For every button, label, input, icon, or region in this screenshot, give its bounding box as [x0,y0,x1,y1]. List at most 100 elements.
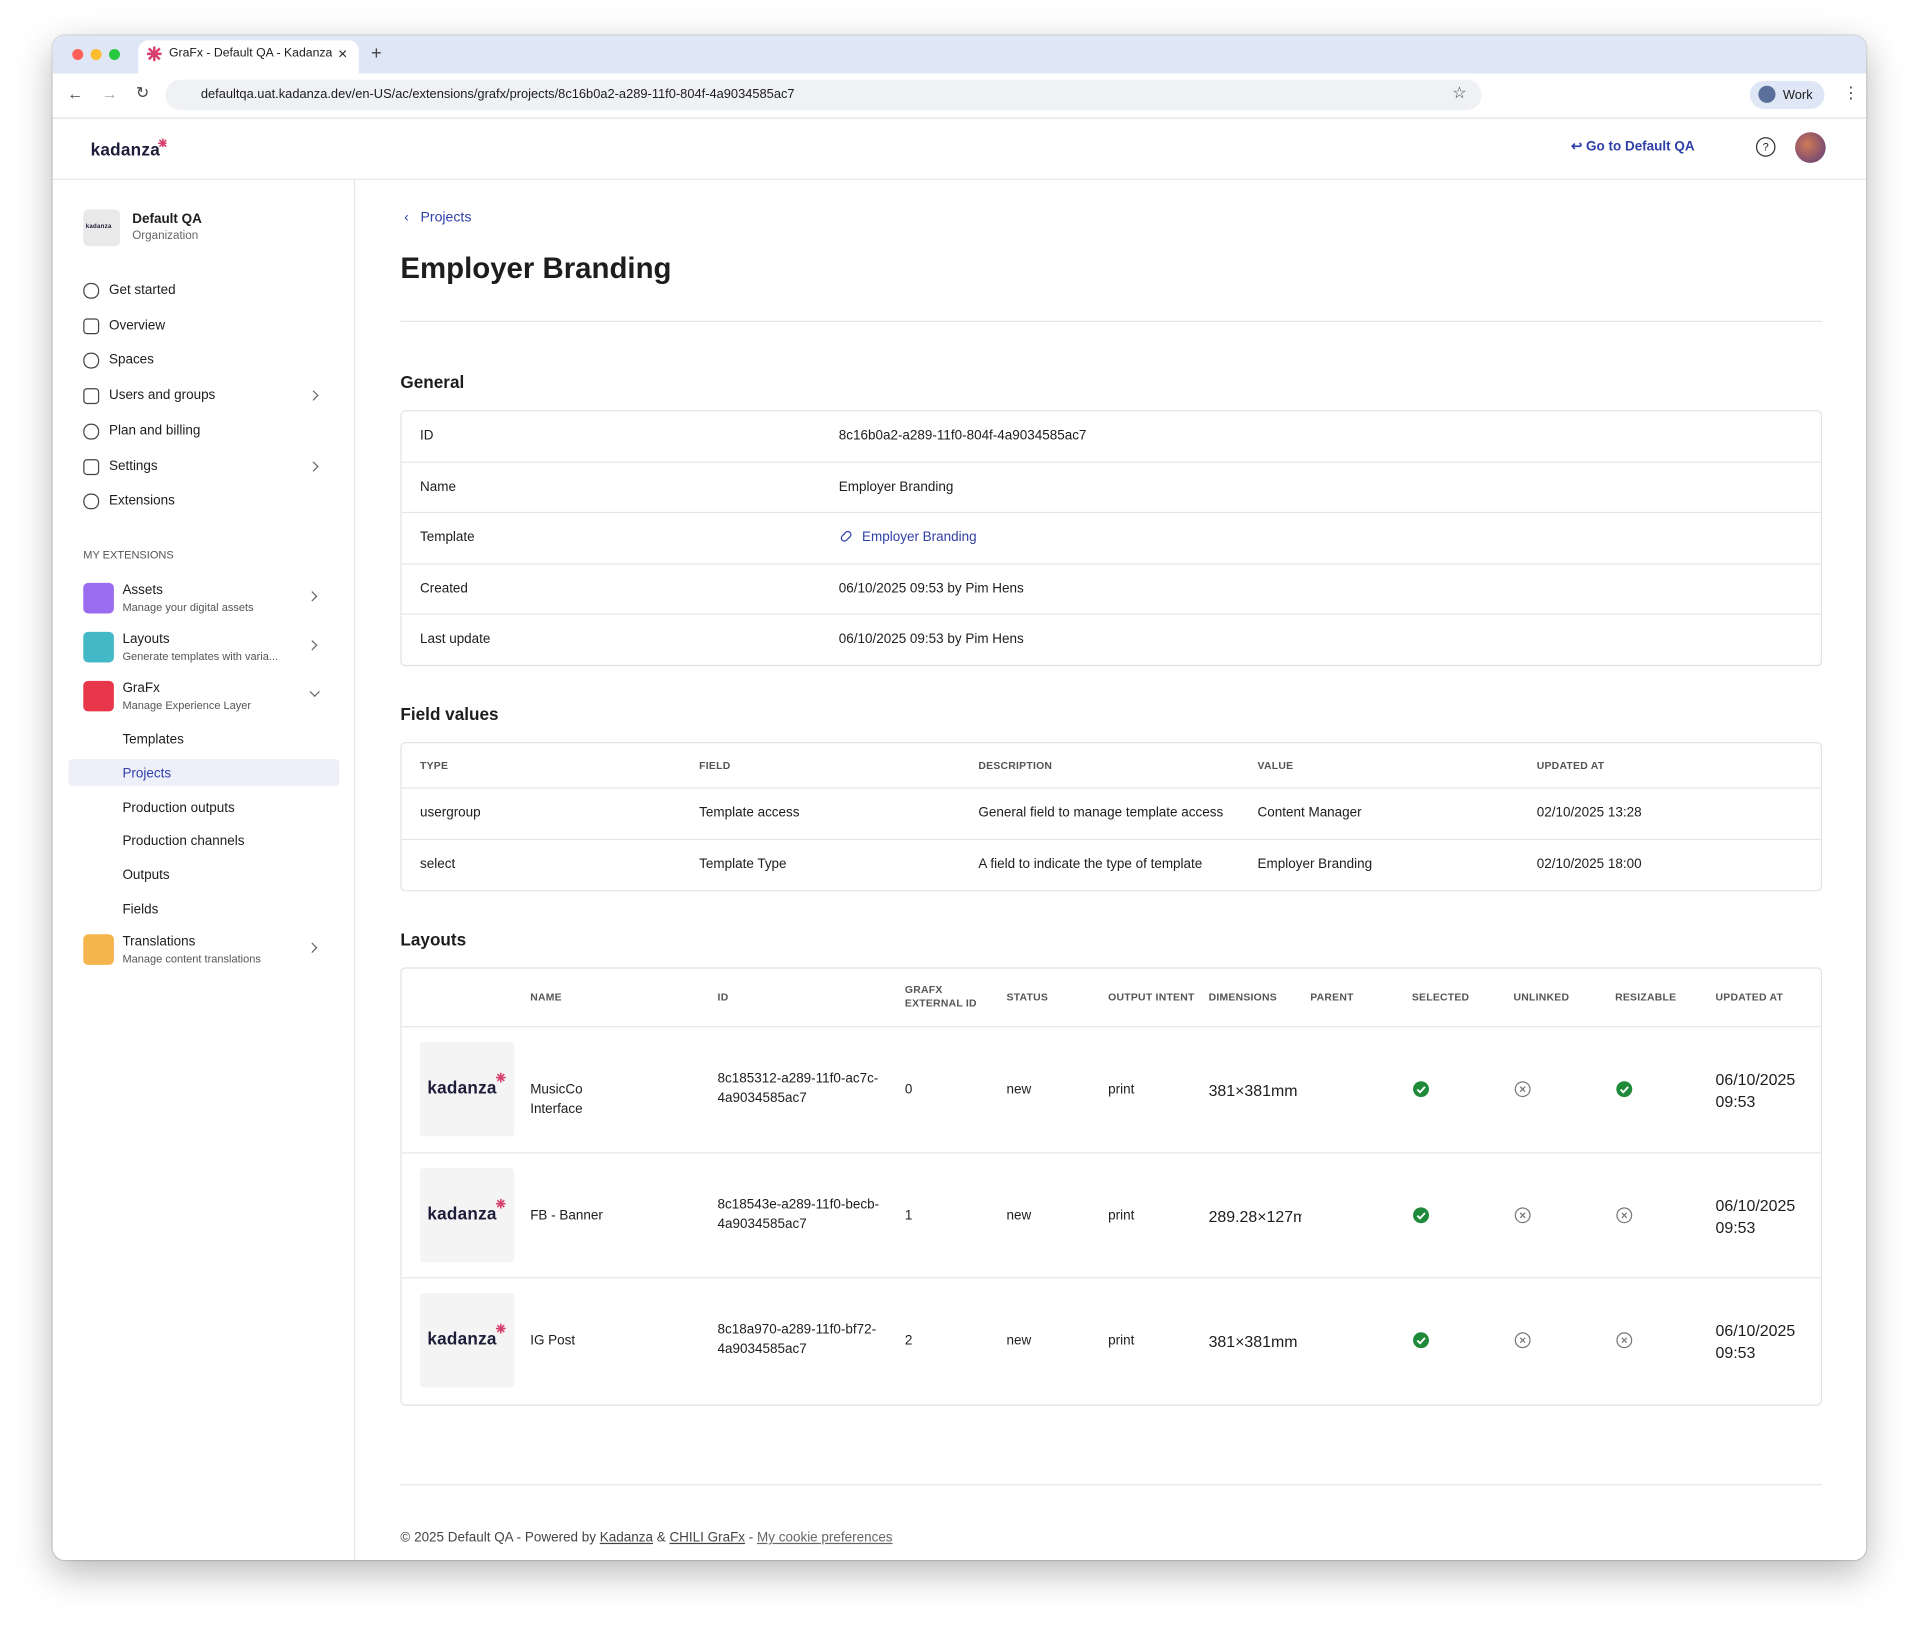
extensions-heading: MY EXTENSIONS [83,548,174,561]
menu-button[interactable]: ⋮ [1842,83,1859,102]
footer-link[interactable]: My cookie preferences [757,1530,893,1546]
column-header: GRAFX EXTERNAL ID [904,983,977,1009]
column-header: SELECTED [1411,990,1470,1003]
extension-name[interactable]: Assets [122,582,163,598]
breadcrumb-text[interactable]: Projects [420,210,472,226]
bookmark-star[interactable]: ☆ [1452,83,1467,102]
layouts-box [400,967,1823,1406]
nav-icon [83,388,100,405]
column-header: PARENT [1310,990,1354,1003]
url-field[interactable] [165,79,1482,111]
field-cell: 02/10/2025 18:00 [1536,856,1642,872]
row-divider [401,1151,1821,1154]
extension-icon [83,934,114,965]
tab-close[interactable]: × [337,44,348,63]
header-logo[interactable]: kadanza [90,139,160,160]
page-title: Employer Branding [400,252,672,286]
general-box [400,410,1823,667]
column-header: TYPE [420,759,449,772]
user-avatar[interactable] [1795,132,1826,163]
footer-link[interactable]: CHILI GraFx [669,1530,746,1546]
row-divider [401,512,1821,514]
field-values-box [400,742,1823,892]
layout-cell: print [1108,1082,1135,1098]
column-header: UPDATED AT [1536,759,1605,772]
column-header: STATUS [1006,990,1049,1003]
extension-name[interactable]: Layouts [122,631,170,647]
nav-icon [83,493,100,510]
layout-cell: new [1006,1333,1032,1349]
url-text: defaultqa.uat.kadanza.dev/en-US/ac/exten… [200,86,795,102]
back-link-text[interactable]: Go to Default QA [1586,139,1695,155]
row-divider [401,1026,1821,1028]
layout-cell: MusicCo Interface [530,1082,583,1117]
general-value[interactable]: Employer Branding [862,530,977,546]
general-value: 06/10/2025 09:53 by Pim Hens [838,581,1024,597]
row-divider [401,1277,1821,1279]
field-cell: A field to indicate the type of template [978,856,1203,872]
back-button[interactable]: ← [67,84,84,103]
sub-nav-item[interactable]: Outputs [122,868,170,884]
new-tab[interactable]: + [371,42,382,64]
org-logo-box [83,209,120,247]
row-divider [401,563,1821,565]
layout-cell: 06/10/2025 09:53 [1715,1321,1796,1363]
sub-nav-item[interactable]: Production outputs [122,800,235,816]
logo-asterisk [157,138,167,147]
footer: © 2025 Default QA - Powered by Kadanza &… [400,1529,892,1546]
tab-favicon [146,46,162,62]
nav-item[interactable]: Spaces [108,353,154,368]
nav-item[interactable]: Settings [108,458,158,474]
layout-cell: 381×381mm [1208,1081,1298,1100]
layout-cell: 8c18543e-a289-11f0-becb-4a9034585ac7 [717,1197,880,1232]
layout-cell: new [1006,1208,1032,1223]
extension-name[interactable]: Translations [122,934,196,949]
nav-item[interactable]: Extensions [108,493,175,509]
layout-cell: print [1108,1208,1135,1223]
field-cell: usergroup [420,805,481,821]
close-dot[interactable] [72,48,84,60]
reload-button[interactable]: ↻ [135,83,150,102]
extension-icon [83,582,114,614]
extension-name[interactable]: GraFx [122,680,160,696]
general-label: ID [420,428,434,444]
active-tab[interactable] [138,40,359,74]
x-icon [1514,1332,1531,1349]
zoom-dot[interactable] [108,48,120,60]
layout-cell: FB - Banner [530,1208,603,1223]
sidebar [53,178,356,1560]
nav-icon [83,282,100,299]
nav-item[interactable]: Users and groups [108,388,216,403]
nav-item[interactable]: Plan and billing [108,423,201,439]
thumbnail-logo: kadanza [427,1203,497,1223]
column-header: NAME [530,990,562,1003]
footer-link[interactable]: Kadanza [599,1530,653,1546]
column-header: DIMENSIONS [1208,990,1277,1003]
sub-nav-item[interactable]: Templates [122,732,184,747]
column-header: FIELD [699,759,731,772]
minimize-dot[interactable] [90,48,102,60]
footer-dash: - [748,1530,754,1546]
general-label: Last update [420,632,491,648]
breadcrumb[interactable]: ‹ Projects [404,209,471,226]
help-button[interactable]: ? [1755,137,1776,157]
layout-cell: print [1108,1333,1135,1349]
layout-cell: 8c18a970-a289-11f0-bf72-4a9034585ac7 [717,1322,877,1358]
sub-nav-item[interactable]: Fields [122,902,159,918]
thumbnail [420,1293,515,1388]
org-name[interactable]: Default QA [132,211,202,227]
row-divider [401,613,1821,616]
nav-item[interactable]: Get started [108,282,176,298]
go-back-link[interactable]: ↩ Go to Default QA [1571,138,1695,155]
breadcrumb-chevron: ‹ [404,210,421,226]
extension-description: Manage your digital assets [122,601,254,614]
forward-button[interactable]: → [101,84,118,103]
general-heading: General [400,372,465,392]
sub-nav-item[interactable]: Production channels [122,834,245,850]
sub-nav-item[interactable]: Projects [122,766,172,781]
footer-amp: & [656,1530,666,1546]
logo-asterisk [495,1324,506,1337]
org-type: Organization [132,228,199,243]
nav-item[interactable]: Overview [108,317,166,333]
